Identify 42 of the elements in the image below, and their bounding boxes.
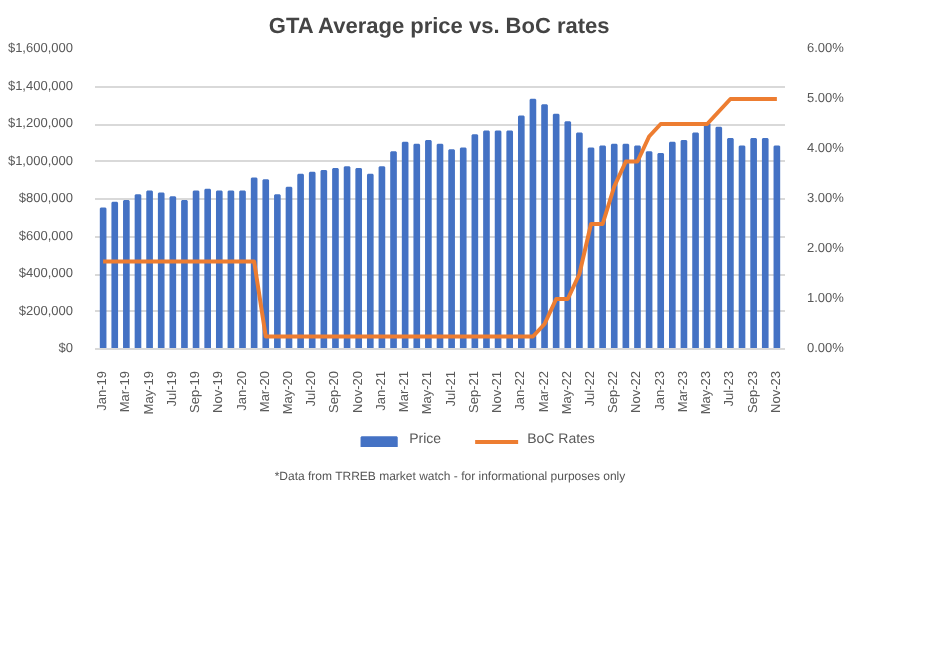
bar — [657, 153, 665, 349]
bar — [680, 139, 688, 349]
bar — [599, 145, 606, 349]
bar — [111, 201, 119, 349]
bar — [738, 145, 746, 349]
bar — [390, 151, 397, 349]
bar — [297, 173, 304, 349]
bar — [715, 126, 723, 349]
bar — [157, 192, 165, 349]
bar — [425, 139, 432, 349]
bar — [645, 151, 653, 349]
bar — [692, 132, 699, 349]
bar — [634, 145, 641, 349]
bar — [610, 143, 618, 349]
bar — [215, 190, 223, 349]
bar — [413, 143, 421, 349]
bar — [123, 199, 130, 349]
bar — [448, 149, 455, 349]
bar — [564, 121, 572, 349]
bar — [262, 179, 270, 349]
bar — [773, 145, 781, 349]
bar — [459, 147, 467, 349]
bar — [541, 104, 548, 349]
bar — [761, 138, 769, 349]
bar — [483, 130, 490, 349]
bar — [506, 130, 514, 349]
bar — [669, 141, 676, 349]
bar — [355, 168, 363, 349]
line-series — [101, 97, 779, 339]
chart-title: GTA Average price vs. BoC rates — [268, 15, 610, 39]
bar — [750, 138, 757, 349]
bar — [727, 138, 734, 349]
bar — [308, 171, 316, 349]
bar — [517, 115, 525, 349]
bar — [332, 168, 339, 349]
bar — [366, 173, 374, 349]
bar — [181, 199, 188, 349]
bar — [576, 132, 583, 349]
bar — [204, 188, 211, 349]
bar — [146, 190, 153, 349]
bar — [239, 190, 246, 349]
bar — [274, 194, 281, 349]
